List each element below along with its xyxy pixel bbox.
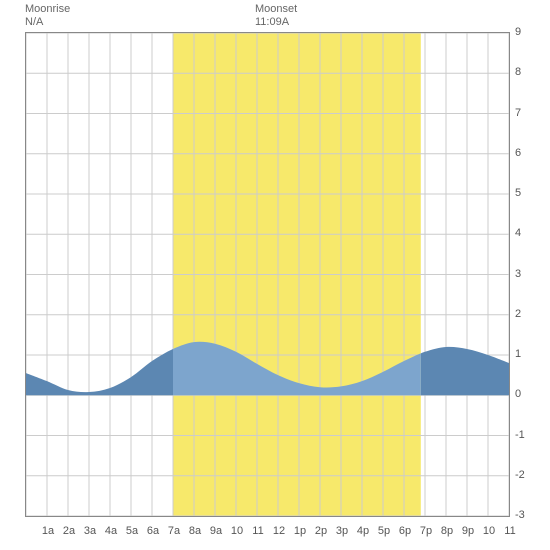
- moonrise-label: Moonrise: [25, 3, 70, 16]
- x-tick-label: 7p: [417, 525, 435, 537]
- x-tick-label: 2p: [312, 525, 330, 537]
- y-tick-label: 5: [515, 187, 521, 199]
- y-tick-label: 6: [515, 147, 521, 159]
- x-tick-label: 10: [228, 525, 246, 537]
- y-tick-label: 4: [515, 227, 521, 239]
- y-tick-label: -3: [515, 509, 525, 521]
- y-tick-label: 0: [515, 388, 521, 400]
- x-tick-label: 4a: [102, 525, 120, 537]
- x-tick-label: 9p: [459, 525, 477, 537]
- x-tick-label: 5p: [375, 525, 393, 537]
- y-tick-label: 2: [515, 308, 521, 320]
- x-tick-label: 4p: [354, 525, 372, 537]
- y-tick-label: 1: [515, 348, 521, 360]
- x-tick-label: 9a: [207, 525, 225, 537]
- moonset-label: Moonset: [255, 3, 297, 16]
- x-tick-label: 10: [480, 525, 498, 537]
- x-tick-label: 8p: [438, 525, 456, 537]
- x-tick-label: 3a: [81, 525, 99, 537]
- y-tick-label: 7: [515, 107, 521, 119]
- x-tick-label: 12: [270, 525, 288, 537]
- x-tick-label: 6p: [396, 525, 414, 537]
- y-tick-label: -2: [515, 469, 525, 481]
- y-tick-label: 3: [515, 268, 521, 280]
- chart-svg: [26, 33, 509, 516]
- x-tick-label: 5a: [123, 525, 141, 537]
- moonset-value: 11:09A: [255, 16, 289, 29]
- x-tick-label: 11: [501, 525, 519, 537]
- tide-chart: [25, 32, 510, 517]
- x-tick-label: 7a: [165, 525, 183, 537]
- tide-chart-container: Moonrise N/A Moonset 11:09A -3-2-1012345…: [0, 0, 550, 550]
- y-tick-label: -1: [515, 429, 525, 441]
- y-tick-label: 8: [515, 66, 521, 78]
- x-tick-label: 6a: [144, 525, 162, 537]
- x-tick-label: 2a: [60, 525, 78, 537]
- moonrise-value: N/A: [25, 16, 43, 29]
- x-tick-label: 3p: [333, 525, 351, 537]
- x-tick-label: 1p: [291, 525, 309, 537]
- y-tick-label: 9: [515, 26, 521, 38]
- x-tick-label: 1a: [39, 525, 57, 537]
- x-tick-label: 8a: [186, 525, 204, 537]
- x-tick-label: 11: [249, 525, 267, 537]
